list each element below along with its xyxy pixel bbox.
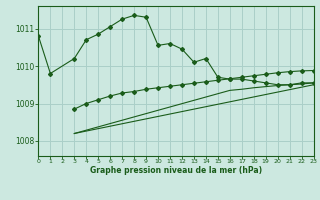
X-axis label: Graphe pression niveau de la mer (hPa): Graphe pression niveau de la mer (hPa) — [90, 166, 262, 175]
